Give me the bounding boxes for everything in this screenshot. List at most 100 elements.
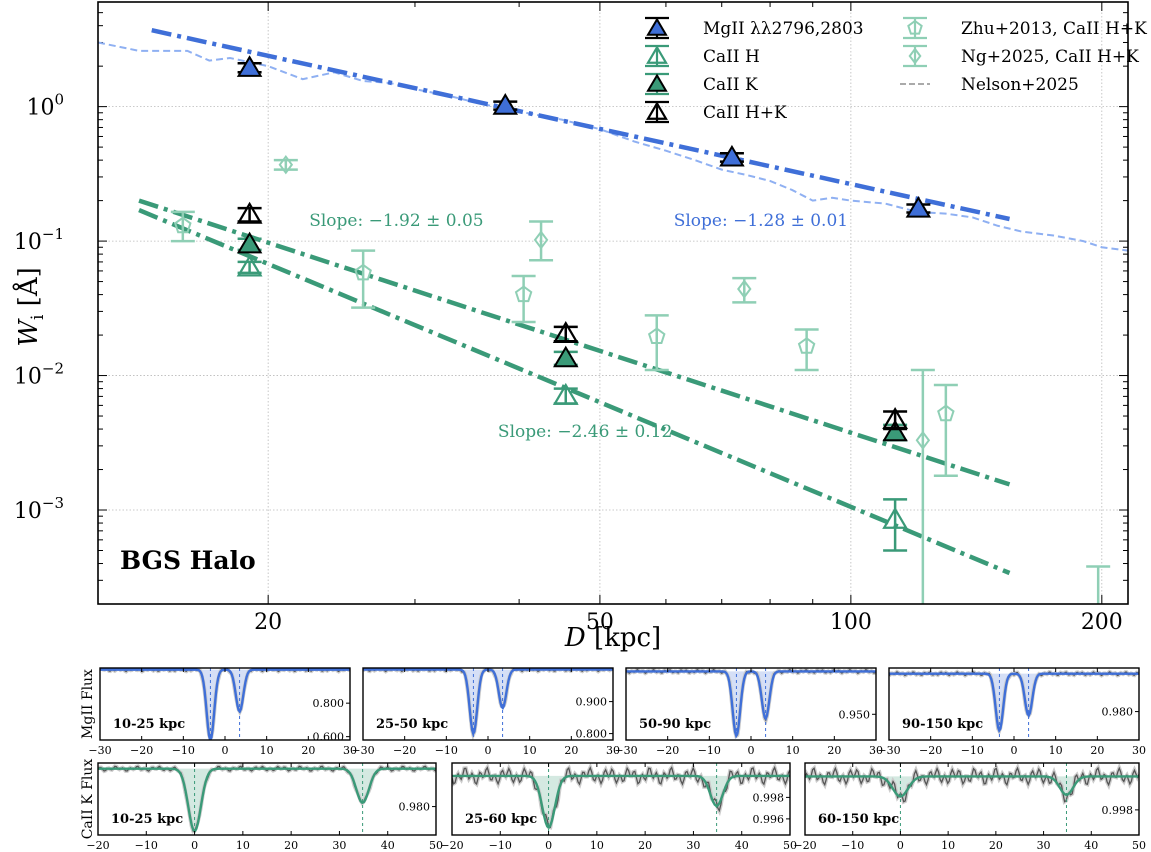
legend: MgII λλ2796,2803 CaII H CaII K CaII H+K Zhu+… [645, 16, 1147, 124]
measurement-marker [236, 55, 263, 77]
measurement-marker [719, 144, 745, 167]
data-line [805, 766, 1139, 803]
lit-point-marker [533, 230, 549, 250]
slope-annotation: Slope: −2.46 ± 0.12 [498, 422, 672, 442]
spectrum-panel: 0.980 −30 −20 −10 0 10 20 30 90-150 kpc [877, 667, 1146, 757]
legend-marker [646, 45, 668, 64]
legend-marker [646, 73, 668, 92]
mgii-spectra-row: 0.600 0.800 −30 −20 −10 0 10 20 30 10-25 kpc 0.800… [80, 667, 1146, 757]
slope-annotation: Slope: −1.28 ± 0.01 [674, 211, 848, 231]
panel-x-tick-label: −20 [393, 744, 416, 757]
spectrum-plot [889, 668, 1139, 740]
panel-x-tick-label: 20 [301, 744, 315, 757]
panel-x-tick-label: −10 [172, 744, 195, 757]
panel-frame [888, 667, 1140, 741]
panel-x-tick-label: −20 [440, 839, 463, 852]
legend-label: CaII H+K [703, 103, 787, 123]
panel-x-tick-label: −10 [961, 744, 984, 757]
measurement-marker [236, 201, 263, 224]
panel-frame [804, 762, 1140, 836]
legend-marker [646, 17, 668, 36]
panel-range-label: 25-50 kpc [376, 717, 448, 732]
panel-range-label: 90-150 kpc [902, 717, 983, 732]
panel-x-tick-label: 30 [606, 744, 620, 757]
panel-x-tick-label: 20 [827, 744, 841, 757]
legend-marker [907, 19, 923, 35]
panel-x-tick-label: 10 [786, 744, 800, 757]
panel-y-tick-label: 0.950 [839, 708, 871, 721]
y-axis-label: Wi [Å] [12, 267, 48, 347]
panel-frame [97, 762, 437, 836]
measurement-marker [905, 195, 932, 218]
panel-x-tick-label: −10 [489, 839, 512, 852]
spectrum-plot [98, 763, 436, 835]
measurement-marker [236, 254, 263, 277]
fit-line [138, 208, 1011, 576]
lit-point-marker [737, 279, 752, 299]
x-tick-label: 20 [254, 610, 282, 635]
panel-x-tick-label: 20 [638, 839, 652, 852]
plot-frame [97, 1, 1129, 605]
panel-x-tick-label: −20 [86, 839, 109, 852]
legend-label: CaII H [703, 47, 760, 67]
y-tick-label: 10−2 [14, 360, 64, 390]
panel-x-tick-label: −10 [698, 744, 721, 757]
fit-line [151, 28, 1011, 222]
lit-point-marker [797, 337, 816, 354]
y-tick-label: 10−1 [14, 225, 64, 255]
measurement-marker [882, 419, 908, 442]
panel-x-tick-label: −30 [351, 744, 374, 757]
nelson2025-curve [98, 41, 1128, 252]
legend-label: Zhu+2013, CaII H+K [961, 19, 1147, 39]
caii-flux-label: CaII K Flux [80, 759, 96, 840]
panel-y-tick-label: 0.980 [1102, 706, 1134, 719]
panel-y-tick-label: 0.998 [1102, 804, 1134, 817]
panel-y-tick-label: 0.998 [753, 791, 785, 804]
lit-point-marker [354, 263, 372, 281]
panel-x-tick-label: 20 [989, 839, 1003, 852]
panel-x-tick-label: 50 [783, 839, 797, 852]
x-tick-label: 100 [830, 610, 872, 635]
panel-y-tick-label: 0.800 [576, 728, 608, 741]
panel-y-tick-label: 0.600 [313, 731, 345, 744]
panel-x-tick-label: 30 [1037, 839, 1051, 852]
panel-x-tick-label: 30 [343, 744, 357, 757]
spectrum-panel: 0.800 0.900 −30 −20 −10 0 10 20 30 25-50 kpc [351, 667, 620, 757]
panel-x-tick-label: −20 [656, 744, 679, 757]
x-tick-label: 200 [1081, 610, 1123, 635]
panel-x-tick-label: 0 [1011, 744, 1018, 757]
lit-point-marker [937, 404, 955, 422]
fit-line [138, 198, 1011, 487]
x-axis-label: D [kpc] [564, 623, 661, 653]
model-line [452, 774, 790, 830]
panel-x-tick-label: 0 [191, 839, 198, 852]
model-line [98, 767, 436, 833]
panel-x-tick-label: −30 [614, 744, 637, 757]
panel-x-tick-label: 20 [1090, 744, 1104, 757]
panel-x-tick-label: 30 [332, 839, 346, 852]
panel-x-tick-label: −20 [919, 744, 942, 757]
panel-x-tick-label: 20 [564, 744, 578, 757]
legend-label: MgII λλ2796,2803 [703, 19, 864, 39]
legend-label: Ng+2025, CaII H+K [961, 47, 1139, 67]
mgii-flux-label: MgII Flux [80, 669, 96, 739]
panel-x-tick-label: 10 [523, 744, 537, 757]
model-line [805, 775, 1139, 798]
panel-x-tick-label: 10 [236, 839, 250, 852]
panel-frame [451, 762, 791, 836]
measurement-marker [552, 382, 579, 405]
panel-y-tick-label: 0.980 [399, 801, 431, 814]
spectrum-panel: 0.998 −20 −10 0 10 20 30 40 50 60-150 kpc [793, 762, 1146, 852]
axis-ticks [98, 1, 1128, 605]
lit-point-marker [278, 155, 294, 175]
legend-marker [908, 47, 922, 65]
panel-y-tick-label: 0.900 [576, 696, 608, 709]
panel-x-tick-label: 30 [686, 839, 700, 852]
measurement-marker [552, 321, 579, 343]
panel-x-tick-label: −10 [135, 839, 158, 852]
panel-x-tick-label: 40 [1084, 839, 1098, 852]
panel-x-tick-label: −10 [435, 744, 458, 757]
panel-x-tick-label: 50 [429, 839, 443, 852]
spectrum-panel: 0.950 −30 −20 −10 0 10 20 30 50-90 kpc [614, 667, 883, 757]
spectrum-plot [805, 763, 1139, 835]
